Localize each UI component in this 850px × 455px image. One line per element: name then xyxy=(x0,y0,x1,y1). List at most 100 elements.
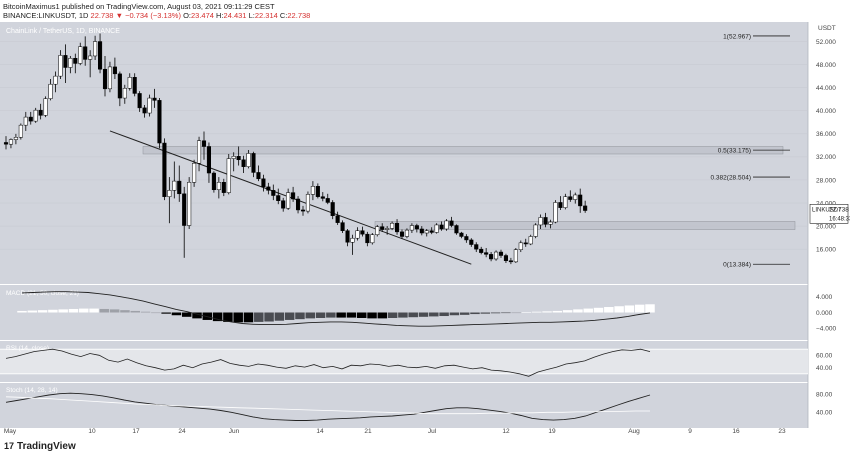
candle-body xyxy=(350,237,355,243)
candle-body xyxy=(444,220,449,230)
x-tick-label: Jun xyxy=(229,428,240,435)
candle-body xyxy=(236,156,241,161)
candle-body xyxy=(340,222,345,231)
chart-title: ChainLink / TetherUS, 1D, BINANCE xyxy=(6,28,120,35)
open-label: O: xyxy=(183,11,191,20)
price-tick-label: 28.000 xyxy=(816,177,836,184)
candle-body xyxy=(38,109,43,116)
candle-body xyxy=(246,153,251,167)
price-chart[interactable]: 52.000 48.000 44.000 40.000 36.000 32.000 28.0… xyxy=(0,22,850,436)
macd-histogram-bar xyxy=(171,312,182,316)
candle-body xyxy=(28,116,33,122)
macd-histogram-bar xyxy=(326,312,336,318)
macd-histogram-bar xyxy=(573,309,583,313)
macd-line xyxy=(21,291,651,327)
candle-body xyxy=(375,226,380,235)
candle-body xyxy=(33,109,38,122)
candle-body xyxy=(8,139,13,145)
macd-histogram-bar xyxy=(202,312,213,320)
macd-tick-label: 4.000 xyxy=(816,294,833,301)
candle-body xyxy=(459,232,464,237)
candle-body xyxy=(221,182,226,193)
close-value: 22.738 xyxy=(287,11,311,20)
candle-body xyxy=(167,190,172,197)
rsi-label: RSI (14, close) xyxy=(6,345,49,352)
stoch-label: Stoch (14, 28, 14) xyxy=(6,387,58,394)
x-tick-label: 9 xyxy=(688,428,692,435)
macd-histogram-bar xyxy=(89,308,99,313)
macd-histogram-bar xyxy=(387,312,398,318)
macd-histogram-bar xyxy=(27,310,38,313)
macd-histogram-bar xyxy=(79,308,89,313)
price-tick-label: 44.000 xyxy=(816,85,836,92)
macd-histogram-bar xyxy=(398,312,408,318)
candle-body xyxy=(355,230,360,239)
candle-body xyxy=(147,97,152,114)
x-tick-label: 24 xyxy=(178,428,186,435)
macd-histogram-bar xyxy=(408,312,418,318)
candle-body xyxy=(261,178,266,188)
macd-histogram-bar xyxy=(99,308,110,313)
candle-body xyxy=(13,137,18,140)
candle-body xyxy=(399,231,405,237)
candle-body xyxy=(538,217,543,226)
candle-body xyxy=(498,251,504,256)
rsi-band xyxy=(0,349,808,374)
publish-info: BitcoinMaximus1 published on TradingView… xyxy=(3,2,275,11)
x-tick-label: 14 xyxy=(316,428,324,435)
candle-body xyxy=(98,41,103,70)
candle-body xyxy=(523,242,528,245)
candle-body xyxy=(310,186,315,195)
tradingview-logo-icon: 17 xyxy=(4,441,15,451)
candle-body xyxy=(117,73,122,99)
candle-body xyxy=(484,252,489,255)
macd-histogram-bar xyxy=(17,310,27,313)
candle-body xyxy=(281,200,286,209)
macd-histogram-bar xyxy=(181,312,192,317)
trendline xyxy=(109,130,472,265)
stoch-tick-label: 40.00 xyxy=(816,410,833,417)
macd-histogram-bar xyxy=(212,312,223,322)
candle-body xyxy=(558,202,563,208)
tradingview-brand[interactable]: 17 TradingView xyxy=(4,441,76,452)
macd-histogram-bar xyxy=(151,312,161,314)
candle-body xyxy=(78,46,83,64)
candle-body xyxy=(474,244,479,250)
fib-level-label: 0(13.384) xyxy=(723,262,751,269)
candle-body xyxy=(107,66,113,90)
last-price-badge xyxy=(809,204,849,224)
macd-histogram-bar xyxy=(192,312,202,319)
macd-tick-label: −4.000 xyxy=(816,325,836,332)
candle-body xyxy=(48,83,53,99)
candle-body xyxy=(454,225,459,234)
candle-body xyxy=(187,182,192,226)
macd-histogram-bar xyxy=(233,312,243,323)
macd-histogram-bar xyxy=(130,310,140,313)
macd-histogram-bar xyxy=(120,310,130,313)
candle-body xyxy=(414,225,419,230)
macd-histogram-bar xyxy=(490,312,501,314)
macd-histogram-bar xyxy=(284,312,295,320)
candle-body xyxy=(300,209,306,212)
symbol-ohlc-line: BINANCE:LINKUSDT, 1D 22.738 ▼ −0.734 (−3… xyxy=(3,11,310,20)
candle-body xyxy=(439,224,444,230)
candle-body xyxy=(142,107,147,114)
candle-body xyxy=(528,236,533,245)
candle-body xyxy=(464,236,469,241)
candle-body xyxy=(503,255,508,261)
candle-body xyxy=(53,75,58,85)
price-tick-label: 32.000 xyxy=(816,154,836,161)
candle-body xyxy=(177,180,182,195)
x-tick-label: 23 xyxy=(778,428,786,435)
candle-body xyxy=(434,224,439,233)
candle-body xyxy=(513,249,518,263)
macd-histogram-bar xyxy=(48,309,58,313)
x-tick-label: 21 xyxy=(364,428,372,435)
candle-body xyxy=(93,41,98,57)
candle-body xyxy=(152,97,157,101)
candle-body xyxy=(563,196,568,208)
candle-body xyxy=(518,242,523,250)
macd-histogram-bar xyxy=(346,312,357,318)
macd-label: MACD (21, 50, close, 21) xyxy=(6,290,79,297)
candle-body xyxy=(508,260,513,263)
